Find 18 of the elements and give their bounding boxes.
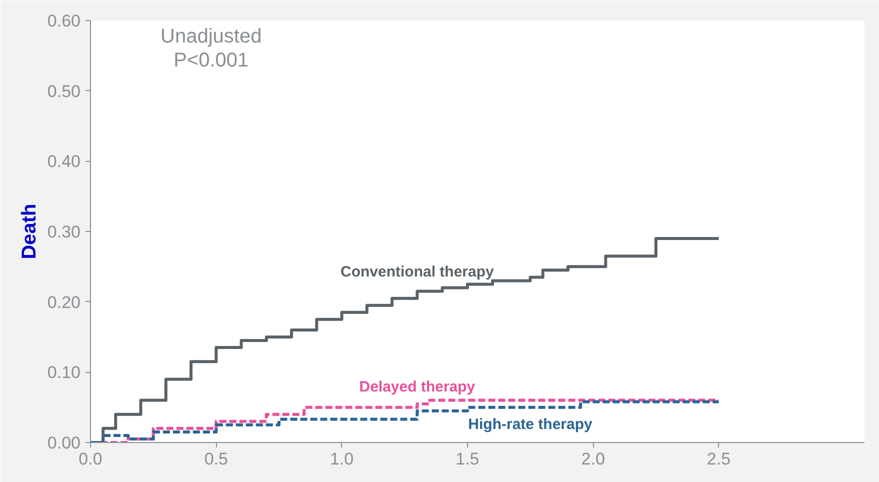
x-tick-label: 2.5 — [706, 450, 731, 468]
series-label: Conventional therapy — [340, 264, 495, 281]
y-tick-label: 0.50 — [47, 82, 81, 101]
series-label: High-rate therapy — [468, 416, 594, 433]
x-tick-label: 0.0 — [78, 450, 102, 468]
y-tick-label: 0.30 — [47, 222, 81, 242]
x-tick-label: 1.5 — [456, 450, 480, 468]
annotation: Unadjusted P<0.001 — [160, 26, 262, 72]
x-tick-label: 2.0 — [581, 450, 605, 468]
x-tick-label: 1.0 — [330, 450, 354, 468]
y-tick-label: 0.40 — [47, 152, 81, 172]
y-tick-label: 0.10 — [47, 363, 81, 382]
y-tick-label: 0.20 — [47, 292, 81, 312]
y-tick-label: 0.60 — [47, 12, 81, 30]
series-label: Delayed therapy — [359, 378, 476, 396]
y-axis-title: Death — [18, 204, 40, 260]
y-tick-label: 0.00 — [47, 434, 81, 452]
x-tick-label: 0.5 — [204, 450, 228, 468]
